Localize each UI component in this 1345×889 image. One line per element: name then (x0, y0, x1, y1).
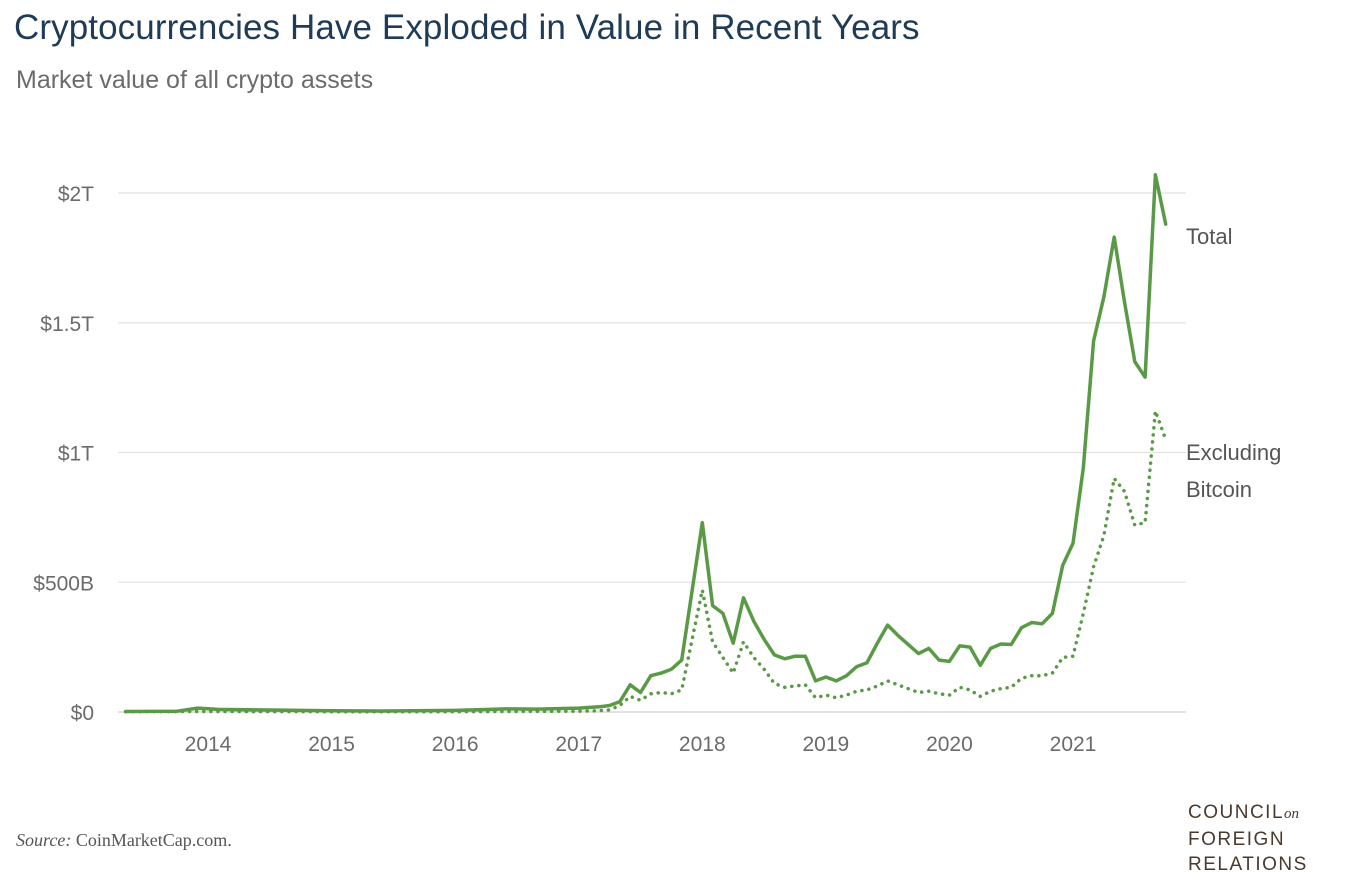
x-tick-label: 2016 (432, 733, 479, 756)
series-label: Total (1186, 224, 1232, 249)
x-tick-label: 2014 (185, 733, 232, 756)
y-tick-label: $0 (71, 702, 94, 725)
y-tick-label: $500B (33, 572, 94, 595)
cfr-logo: COUNCILon FOREIGN RELATIONS (1188, 800, 1308, 877)
series-label: Excluding (1186, 440, 1281, 465)
x-tick-label: 2018 (679, 733, 726, 756)
x-tick-label: 2017 (555, 733, 602, 756)
x-tick-label: 2020 (926, 733, 973, 756)
source-text: CoinMarketCap.com. (75, 830, 232, 850)
chart-title: Cryptocurrencies Have Exploded in Value … (14, 8, 920, 47)
chart-subtitle: Market value of all crypto assets (16, 66, 374, 94)
y-tick-label: $2T (58, 183, 94, 206)
logo-on: on (1284, 806, 1300, 822)
logo-line1: COUNCIL (1188, 802, 1285, 823)
x-tick-label: 2015 (308, 733, 355, 756)
x-tick-label: 2019 (802, 733, 849, 756)
series-line-total (123, 173, 1168, 714)
logo-line3: RELATIONS (1188, 854, 1308, 875)
logo-line2: FOREIGN (1188, 829, 1286, 850)
series-line-excluding-bitcoin (123, 409, 1168, 714)
y-tick-label: $1T (58, 443, 94, 466)
y-tick-label: $1.5T (40, 313, 94, 336)
source-label: Source: (16, 830, 72, 850)
series-label: Bitcoin (1186, 477, 1252, 502)
x-tick-label: 2021 (1050, 733, 1097, 756)
source-note: Source: CoinMarketCap.com. (16, 830, 232, 851)
